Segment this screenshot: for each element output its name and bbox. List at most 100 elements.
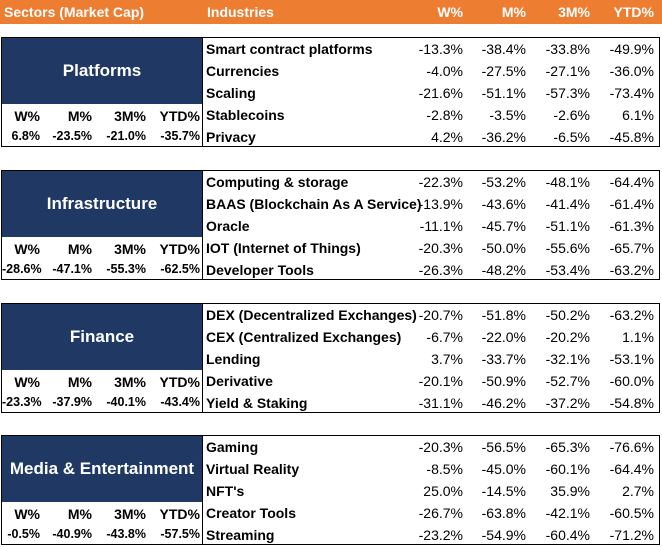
industry-ytd: -60.5% <box>609 505 654 521</box>
sector-header-w: W% <box>14 241 40 257</box>
industry-ytd: 2.7% <box>622 483 654 499</box>
table-row: Yield & Staking -31.1% -46.2% -37.2% -54… <box>203 392 659 414</box>
industry-ytd: -61.4% <box>609 196 654 212</box>
sector-header-w: W% <box>14 108 40 124</box>
industry-m: -50.0% <box>481 240 526 256</box>
industry-name: Yield & Staking <box>206 395 308 411</box>
industry-name: Gaming <box>206 439 259 455</box>
industry-m: -48.2% <box>481 262 526 278</box>
sector-value-3m: -55.3% <box>106 262 146 276</box>
sector-title: Media & Entertainment <box>2 436 202 502</box>
sector-value-ytd: -43.4% <box>160 395 200 409</box>
sector-header-m: M% <box>67 374 92 390</box>
sector-header-m: M% <box>67 241 92 257</box>
industry-name: Derivative <box>206 373 273 389</box>
sector-value-m: -40.9% <box>52 527 92 541</box>
industry-ytd: -64.4% <box>609 174 654 190</box>
section-media-entertainment: Media & Entertainment W% M% 3M% YTD% -0.… <box>0 435 662 546</box>
table-row: Virtual Reality -8.5% -45.0% -60.1% -64.… <box>203 458 659 480</box>
industry-m: -46.2% <box>481 395 526 411</box>
table-row: Oracle -11.1% -45.7% -51.1% -61.3% <box>203 215 659 237</box>
sector-header-ytd: YTD% <box>159 108 200 124</box>
header-sectors: Sectors (Market Cap) <box>4 4 145 20</box>
industry-name: Smart contract platforms <box>206 41 373 57</box>
industry-name: IOT (Internet of Things) <box>206 240 361 256</box>
industry-ytd: -61.3% <box>609 218 654 234</box>
industry-m: -38.4% <box>481 41 526 57</box>
industry-3m: -48.1% <box>545 174 590 190</box>
industry-3m: -41.4% <box>545 196 590 212</box>
industry-name: Developer Tools <box>206 262 314 278</box>
industry-w: -11.1% <box>419 218 463 234</box>
industry-w: -20.3% <box>418 240 463 256</box>
industry-name: BAAS (Blockchain As A Service) <box>206 196 422 212</box>
sector-column-headers: W% M% 3M% YTD% <box>2 239 202 260</box>
industry-3m: -60.4% <box>545 527 590 543</box>
sector-value-ytd: -57.5% <box>160 527 200 541</box>
sector-summary: Infrastructure W% M% 3M% YTD% -28.6% -47… <box>1 170 203 280</box>
industry-list: Gaming -20.3% -56.5% -65.3% -76.6% Virtu… <box>203 435 660 545</box>
industry-w: -13.3% <box>418 41 463 57</box>
sector-value-3m: -40.1% <box>106 395 146 409</box>
table-row: Developer Tools -26.3% -48.2% -53.4% -63… <box>203 259 659 281</box>
industry-w: -26.7% <box>418 505 463 521</box>
table-row: CEX (Centralized Exchanges) -6.7% -22.0%… <box>203 326 659 348</box>
header-ytd: YTD% <box>613 4 654 20</box>
table-row: Derivative -20.1% -50.9% -52.7% -60.0% <box>203 370 659 392</box>
industry-m: -33.7% <box>481 351 526 367</box>
sector-header-ytd: YTD% <box>159 374 200 390</box>
sector-header-m: M% <box>67 506 92 522</box>
section-infrastructure: Infrastructure W% M% 3M% YTD% -28.6% -47… <box>0 170 662 281</box>
industry-3m: -37.2% <box>545 395 590 411</box>
industry-m: -3.5% <box>489 107 526 123</box>
sector-summary: Media & Entertainment W% M% 3M% YTD% -0.… <box>1 435 203 545</box>
industry-name: Computing & storage <box>206 174 349 190</box>
sector-header-ytd: YTD% <box>159 241 200 257</box>
sector-value-w: -0.5% <box>7 527 40 541</box>
sector-value-ytd: -35.7% <box>160 129 200 143</box>
industry-3m: -32.1% <box>545 351 590 367</box>
table-row: Creator Tools -26.7% -63.8% -42.1% -60.5… <box>203 502 659 524</box>
industry-ytd: -60.0% <box>609 373 654 389</box>
industry-3m: -57.3% <box>545 85 590 101</box>
sector-value-3m: -43.8% <box>106 527 146 541</box>
sector-value-ytd: -62.5% <box>160 262 200 276</box>
sector-values: -0.5% -40.9% -43.8% -57.5% <box>2 525 202 546</box>
industry-m: -45.0% <box>481 461 526 477</box>
sector-value-w: -23.3% <box>2 395 42 409</box>
industry-name: Oracle <box>206 218 250 234</box>
industry-ytd: -53.1% <box>609 351 654 367</box>
table-row: Streaming -23.2% -54.9% -60.4% -71.2% <box>203 524 659 546</box>
industry-ytd: 6.1% <box>622 107 654 123</box>
table-row: Smart contract platforms -13.3% -38.4% -… <box>203 38 659 60</box>
sector-header-3m: 3M% <box>114 241 146 257</box>
sector-header-m: M% <box>67 108 92 124</box>
table-row: Computing & storage -22.3% -53.2% -48.1%… <box>203 171 659 193</box>
header-industries: Industries <box>207 4 274 20</box>
industry-w: -20.3% <box>418 439 463 455</box>
industry-w: -21.6% <box>418 85 463 101</box>
industry-ytd: -63.2% <box>609 307 654 323</box>
industry-name: Creator Tools <box>206 505 296 521</box>
industry-w: -20.7% <box>418 307 463 323</box>
industry-m: -27.5% <box>481 63 526 79</box>
table-header: Sectors (Market Cap) Industries W% M% 3M… <box>0 0 662 24</box>
industry-m: -36.2% <box>481 129 526 145</box>
table-row: DEX (Decentralized Exchanges) -20.7% -51… <box>203 304 659 326</box>
industry-w: -20.1% <box>418 373 463 389</box>
sector-header-w: W% <box>14 374 40 390</box>
industry-w: -2.8% <box>426 107 463 123</box>
industry-w: 3.7% <box>431 351 463 367</box>
header-w: W% <box>437 4 463 20</box>
header-m: M% <box>501 4 526 20</box>
sector-values: -28.6% -47.1% -55.3% -62.5% <box>2 260 202 281</box>
industry-3m: -2.6% <box>553 107 590 123</box>
section-finance: Finance W% M% 3M% YTD% -23.3% -37.9% -40… <box>0 303 662 414</box>
industry-m: -56.5% <box>481 439 526 455</box>
table-row: Scaling -21.6% -51.1% -57.3% -73.4% <box>203 82 659 104</box>
industry-3m: -50.2% <box>545 307 590 323</box>
industry-ytd: -65.7% <box>609 240 654 256</box>
industry-ytd: -54.8% <box>609 395 654 411</box>
industry-w: 4.2% <box>431 129 463 145</box>
industry-list: Computing & storage -22.3% -53.2% -48.1%… <box>203 170 660 280</box>
